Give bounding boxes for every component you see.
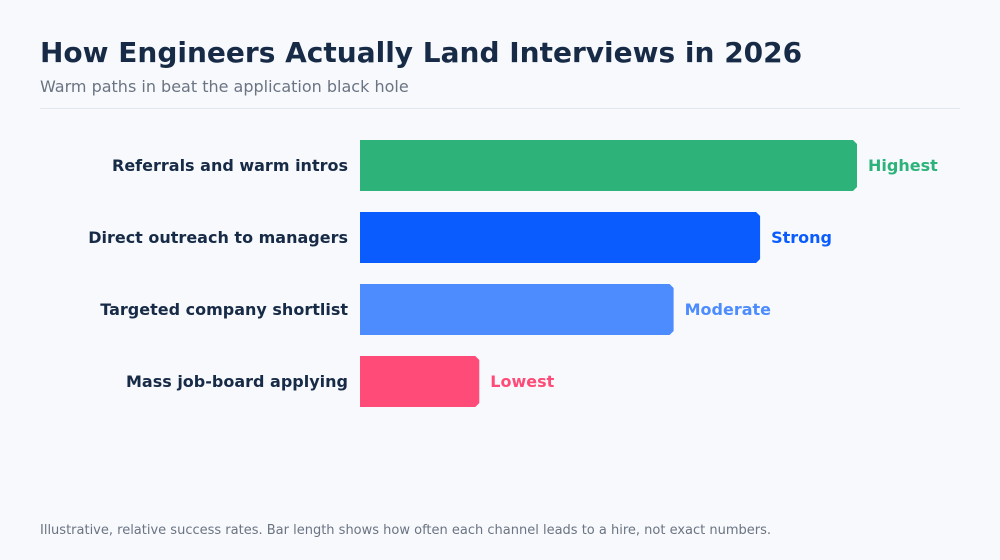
bar-direct-outreach-to-managers [360, 212, 761, 263]
category-label-mass-job-board-applying: Mass job-board applying [126, 372, 348, 391]
data-label-referrals-and-warm-intros: Highest [868, 156, 938, 175]
category-label-targeted-company-shortlist: Targeted company shortlist [100, 300, 348, 319]
header-divider [40, 108, 960, 109]
category-label-direct-outreach-to-managers: Direct outreach to managers [88, 228, 348, 247]
bar-referrals-and-warm-intros [360, 140, 857, 191]
bar-targeted-company-shortlist [360, 284, 674, 335]
chart-subtitle: Warm paths in beat the application black… [40, 77, 409, 96]
chart-title: How Engineers Actually Land Interviews i… [40, 36, 803, 69]
bar-mass-job-board-applying [360, 356, 480, 407]
footnote: Illustrative, relative success rates. Ba… [40, 523, 772, 538]
data-label-mass-job-board-applying: Lowest [490, 372, 554, 391]
data-label-targeted-company-shortlist: Moderate [685, 300, 772, 319]
category-label-referrals-and-warm-intros: Referrals and warm intros [112, 156, 348, 175]
data-label-direct-outreach-to-managers: Strong [771, 228, 832, 247]
